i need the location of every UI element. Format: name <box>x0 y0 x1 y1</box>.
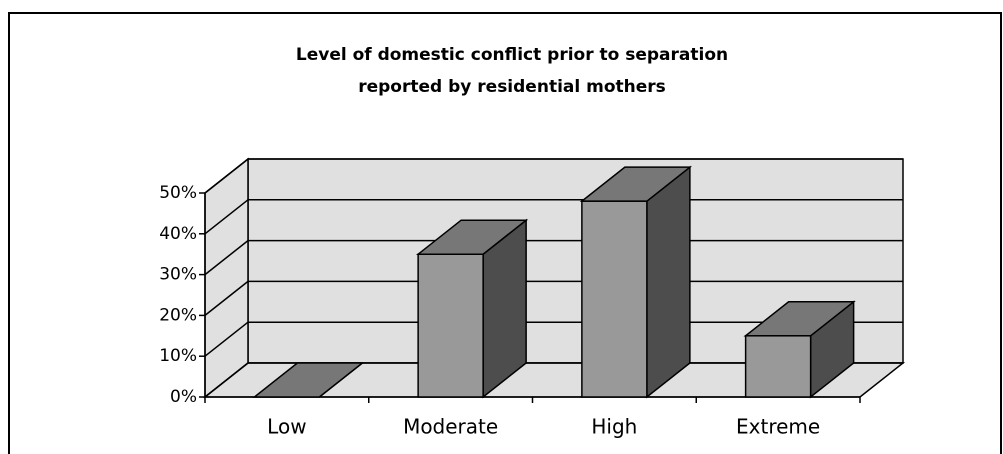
x-tick-label: High <box>591 415 637 439</box>
y-tick-label: 30% <box>159 265 197 285</box>
chart-title: Level of domestic conflict prior to sepa… <box>296 45 728 65</box>
bar-top <box>415 219 529 255</box>
chart-border <box>8 12 1002 454</box>
y-tick-label: 50% <box>159 183 197 203</box>
y-tick-label: 40% <box>159 224 197 244</box>
grid-line <box>204 321 249 357</box>
bar-top <box>579 166 693 202</box>
side-wall <box>204 157 249 399</box>
grid-line <box>204 199 249 235</box>
bar <box>417 253 484 398</box>
x-tick-label: Moderate <box>403 415 498 439</box>
bar-top <box>252 362 365 398</box>
y-tick-label: 0% <box>170 387 197 407</box>
bar <box>581 200 648 398</box>
chart-title: reported by residential mothers <box>358 77 666 97</box>
x-tick-label: Extreme <box>736 415 820 439</box>
y-tick-label: 20% <box>159 305 197 325</box>
grid-line <box>204 280 249 316</box>
y-tick-label: 10% <box>159 346 197 366</box>
bar-side <box>646 165 691 399</box>
grid-line <box>204 240 249 276</box>
x-tick-label: Low <box>267 415 306 439</box>
grid-line <box>204 362 249 398</box>
grid-line <box>204 158 249 194</box>
bar-top <box>743 301 856 337</box>
bar <box>744 335 812 398</box>
